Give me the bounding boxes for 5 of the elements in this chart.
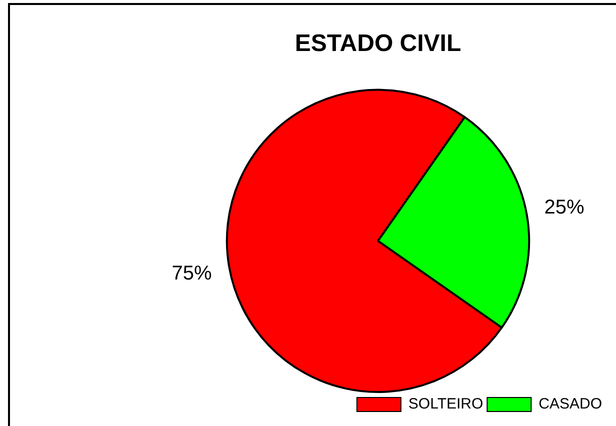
legend-label: CASADO bbox=[538, 396, 602, 413]
chart-title: ESTADO CIVIL bbox=[294, 30, 462, 58]
legend-label: SOLTEIRO bbox=[408, 396, 484, 413]
data-label: 75% bbox=[172, 262, 212, 284]
data-label: 25% bbox=[544, 196, 584, 219]
